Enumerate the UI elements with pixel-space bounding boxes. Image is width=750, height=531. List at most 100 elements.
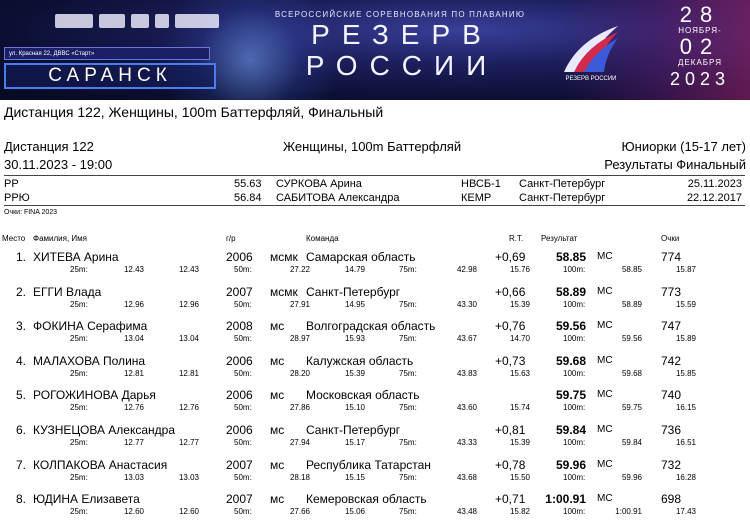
event-name: Женщины, 100m Баттерфляй bbox=[283, 139, 462, 154]
record-code: РРЮ bbox=[4, 192, 30, 204]
split-25: 12.96 bbox=[123, 299, 144, 309]
birth-year: 2006 bbox=[226, 353, 253, 368]
record-club: НВСБ-1 bbox=[461, 178, 501, 190]
split-label-50: 50m: bbox=[234, 299, 252, 309]
col-place: Место bbox=[2, 234, 26, 243]
split-label-25: 25m: bbox=[70, 438, 88, 447]
split-label-50: 50m: bbox=[234, 265, 252, 274]
split-75: 43.67 bbox=[456, 334, 477, 344]
result-place: 1. bbox=[16, 250, 27, 264]
split-75: 43.83 bbox=[456, 368, 477, 378]
split-25: 12.77 bbox=[123, 438, 144, 447]
fina-points: 736 bbox=[661, 423, 682, 437]
event-subtitle: ВСЕРОССИЙСКИЕ СОРЕВНОВАНИЯ ПО ПЛАВАНИЮ bbox=[274, 10, 526, 19]
split-75: 42.98 bbox=[456, 265, 477, 274]
split-75-diff: 14.70 bbox=[509, 334, 530, 344]
result-time: 58.85 bbox=[555, 250, 586, 264]
reaction-time: +0,76 bbox=[495, 319, 526, 334]
split-50-diff: 15.39 bbox=[344, 368, 365, 378]
col-year: г/р bbox=[226, 234, 236, 243]
record-time: 55.63 bbox=[234, 178, 262, 190]
birth-year: 2006 bbox=[226, 423, 253, 437]
qualification: МС bbox=[597, 285, 613, 297]
sponsor-logo bbox=[175, 14, 219, 28]
athlete-rank: мс bbox=[270, 492, 285, 507]
team-name: Волгоградская область bbox=[306, 319, 436, 334]
age-group: Юниорки (15-17 лет) bbox=[621, 139, 746, 154]
split-label-75: 75m: bbox=[399, 299, 417, 309]
split-100: 1:00.91 bbox=[615, 507, 642, 517]
split-label-25: 25m: bbox=[70, 299, 88, 309]
result-place: 6. bbox=[16, 423, 27, 437]
team-name: Московская область bbox=[306, 388, 420, 403]
result-place: 5. bbox=[16, 388, 27, 403]
birth-year: 2007 bbox=[226, 457, 253, 472]
split-75: 43.33 bbox=[456, 438, 477, 447]
event-datetime: 30.11.2023 - 19:00 bbox=[4, 157, 113, 172]
athlete-name: МАЛАХОВА Полина bbox=[33, 353, 146, 368]
record-city: Санкт-Петербург bbox=[519, 192, 606, 204]
split-75: 43.68 bbox=[456, 472, 477, 482]
split-label-50: 50m: bbox=[234, 368, 252, 378]
athlete-rank: мс bbox=[270, 319, 285, 334]
split-label-75: 75m: bbox=[399, 472, 417, 482]
split-label-75: 75m: bbox=[399, 403, 417, 413]
birth-year: 2006 bbox=[226, 250, 253, 264]
split-100: 58.85 bbox=[621, 265, 642, 274]
qualification: МС bbox=[597, 458, 613, 470]
split-25: 12.81 bbox=[123, 368, 144, 378]
split-label-100: 100m: bbox=[563, 472, 586, 482]
fina-points: 698 bbox=[661, 492, 682, 507]
record-holder: САБИТОВА Александра bbox=[276, 192, 400, 204]
split-75: 43.30 bbox=[456, 299, 477, 309]
split-label-100: 100m: bbox=[563, 368, 586, 378]
venue-address: ул. Красная 22, ДВВС «Старт» bbox=[4, 47, 210, 60]
split-75-diff: 15.82 bbox=[509, 507, 530, 517]
athlete-rank: мс bbox=[270, 423, 285, 437]
split-50-diff: 14.95 bbox=[344, 299, 365, 309]
split-100-diff: 16.51 bbox=[675, 438, 696, 447]
split-25: 12.60 bbox=[123, 507, 144, 517]
result-time: 59.56 bbox=[555, 319, 586, 334]
split-50-diff: 15.10 bbox=[344, 403, 365, 413]
record-date: 25.11.2023 bbox=[687, 178, 742, 190]
split-25-cum: 13.04 bbox=[178, 334, 199, 344]
split-25: 13.03 bbox=[123, 472, 144, 482]
result-place: 2. bbox=[16, 284, 27, 299]
split-label-25: 25m: bbox=[70, 334, 88, 344]
qualification: МС bbox=[597, 493, 613, 505]
result-place: 7. bbox=[16, 457, 27, 472]
split-25-cum: 12.96 bbox=[178, 299, 199, 309]
split-label-75: 75m: bbox=[399, 334, 417, 344]
result-time: 59.68 bbox=[555, 353, 586, 368]
fina-points: 774 bbox=[661, 250, 682, 264]
split-75: 43.48 bbox=[456, 507, 477, 517]
split-100: 59.56 bbox=[621, 334, 642, 344]
split-50: 27.22 bbox=[289, 265, 310, 274]
athlete-name: ФОКИНА Серафима bbox=[33, 319, 148, 334]
fina-points: 742 bbox=[661, 353, 682, 368]
col-team: Команда bbox=[306, 234, 339, 243]
team-name: Республика Татарстан bbox=[306, 457, 431, 472]
split-50: 28.18 bbox=[289, 472, 310, 482]
result-place: 4. bbox=[16, 353, 27, 368]
reaction-time: +0,71 bbox=[495, 492, 526, 507]
split-75-diff: 15.39 bbox=[509, 299, 530, 309]
col-points: Очки bbox=[661, 234, 680, 243]
result-time: 58.89 bbox=[555, 284, 586, 299]
split-100: 59.84 bbox=[621, 438, 642, 447]
event-title-line1: РЕЗЕРВ bbox=[311, 19, 493, 50]
col-result: Результат bbox=[541, 234, 578, 243]
birth-year: 2006 bbox=[226, 388, 253, 403]
split-label-100: 100m: bbox=[563, 334, 586, 344]
split-label-50: 50m: bbox=[234, 334, 252, 344]
split-100: 59.96 bbox=[621, 472, 642, 482]
split-75: 43.60 bbox=[456, 403, 477, 413]
split-100-diff: 15.85 bbox=[675, 368, 696, 378]
split-25-cum: 12.43 bbox=[178, 265, 199, 274]
athlete-rank: мс bbox=[270, 388, 285, 403]
points-note: Очки: FINA 2023 bbox=[4, 209, 58, 216]
split-label-75: 75m: bbox=[399, 438, 417, 447]
sponsor-logo bbox=[99, 14, 125, 28]
split-label-100: 100m: bbox=[563, 438, 586, 447]
